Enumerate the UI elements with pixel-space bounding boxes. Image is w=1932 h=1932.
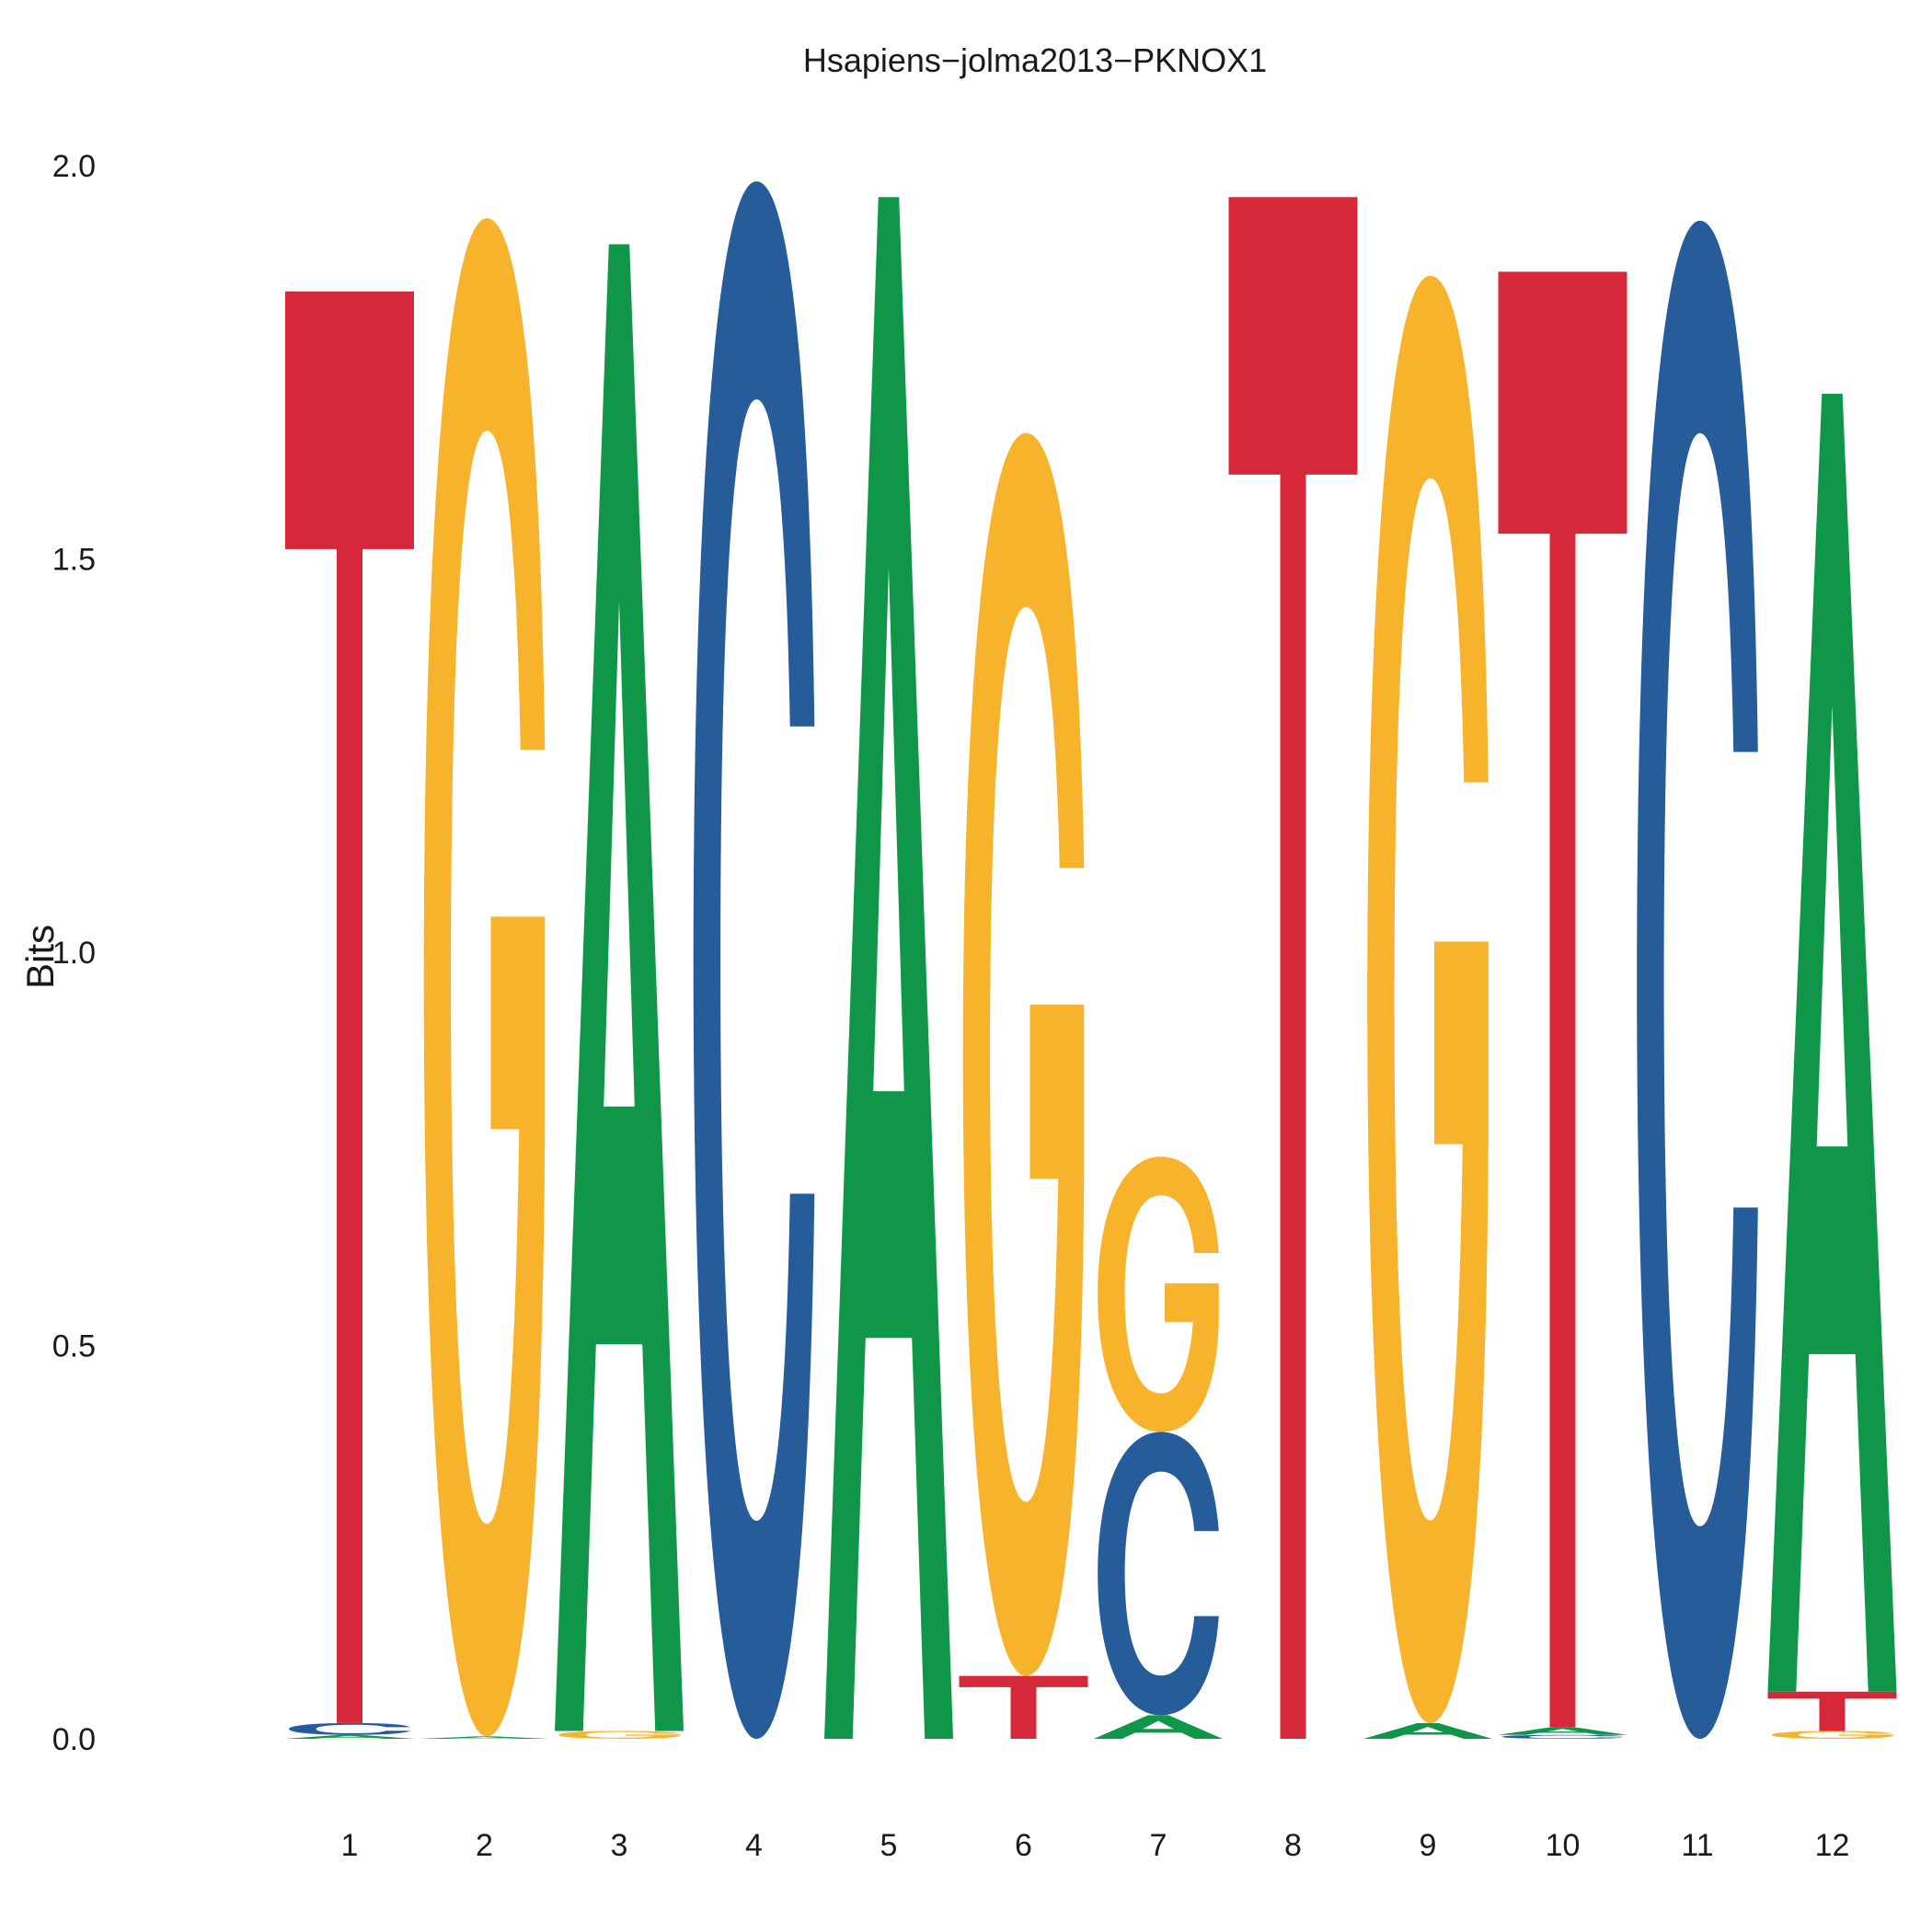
logo-column-5 bbox=[824, 197, 953, 1740]
x-tick-label: 11 bbox=[1681, 1828, 1713, 1863]
x-tick-label: 3 bbox=[611, 1828, 628, 1863]
letter-G-pos-2 bbox=[423, 218, 546, 1737]
x-tick-label: 6 bbox=[1015, 1828, 1032, 1863]
letter-A-pos-10 bbox=[1498, 1727, 1627, 1735]
x-tick-label: 4 bbox=[745, 1828, 763, 1863]
logo-column-3 bbox=[555, 244, 684, 1739]
letter-A-pos-9 bbox=[1363, 1722, 1492, 1739]
x-axis-ticks: 1 2 3 4 5 6 7 8 9 10 11 12 bbox=[341, 1828, 1850, 1863]
letter-A-pos-7 bbox=[1094, 1715, 1223, 1739]
x-tick-label: 5 bbox=[880, 1828, 898, 1863]
logo-column-11 bbox=[1637, 220, 1758, 1739]
x-tick-label: 12 bbox=[1815, 1828, 1850, 1863]
logo-column-1 bbox=[285, 291, 414, 1739]
letter-C-pos-1 bbox=[289, 1722, 410, 1735]
letter-G-pos-3 bbox=[558, 1731, 680, 1739]
letter-A-pos-1 bbox=[285, 1734, 414, 1739]
letter-G-pos-9 bbox=[1367, 275, 1489, 1723]
letter-A-pos-3 bbox=[555, 244, 684, 1731]
logo-column-2 bbox=[420, 218, 549, 1739]
letter-A-pos-2 bbox=[420, 1736, 549, 1739]
letter-G-pos-6 bbox=[962, 432, 1085, 1676]
x-tick-label: 1 bbox=[341, 1828, 359, 1863]
letter-C-pos-11 bbox=[1637, 220, 1758, 1739]
x-tick-label: 9 bbox=[1420, 1828, 1437, 1863]
logo-column-6 bbox=[959, 432, 1088, 1739]
letter-A-pos-12 bbox=[1767, 393, 1897, 1692]
x-tick-label: 8 bbox=[1284, 1828, 1302, 1863]
logo-column-8 bbox=[1228, 197, 1358, 1740]
letter-C-pos-4 bbox=[693, 181, 815, 1740]
y-axis-ticks: 0.0 0.5 1.0 1.5 2.0 bbox=[52, 149, 96, 1757]
logo-stacks bbox=[285, 181, 1897, 1740]
letter-T-pos-1 bbox=[285, 291, 414, 1723]
y-tick-label: 0.5 bbox=[52, 1329, 96, 1364]
logo-column-7 bbox=[1094, 1156, 1223, 1739]
y-tick-label: 1.0 bbox=[52, 936, 96, 971]
y-tick-label: 2.0 bbox=[52, 149, 96, 184]
letter-T-pos-10 bbox=[1498, 271, 1627, 1728]
y-tick-label: 1.5 bbox=[52, 543, 96, 578]
letter-T-pos-8 bbox=[1228, 197, 1358, 1740]
letter-C-pos-7 bbox=[1098, 1432, 1219, 1716]
logo-column-10 bbox=[1498, 271, 1627, 1739]
letter-C-pos-10 bbox=[1501, 1734, 1624, 1739]
letter-T-pos-12 bbox=[1767, 1691, 1897, 1731]
letter-G-pos-7 bbox=[1098, 1156, 1219, 1432]
x-tick-label: 7 bbox=[1150, 1828, 1167, 1863]
x-tick-label: 10 bbox=[1546, 1828, 1581, 1863]
letter-T-pos-6 bbox=[959, 1675, 1088, 1739]
y-axis-label: Bits bbox=[18, 925, 62, 989]
x-tick-label: 2 bbox=[476, 1828, 493, 1863]
logo-column-9 bbox=[1363, 275, 1492, 1739]
logo-column-4 bbox=[693, 181, 815, 1740]
letter-G-pos-12 bbox=[1771, 1731, 1893, 1739]
chart-title: Hsapiens−jolma2013−PKNOX1 bbox=[803, 41, 1267, 79]
letter-A-pos-5 bbox=[824, 197, 953, 1740]
y-tick-label: 0.0 bbox=[52, 1722, 96, 1757]
logo-column-12 bbox=[1767, 393, 1897, 1739]
